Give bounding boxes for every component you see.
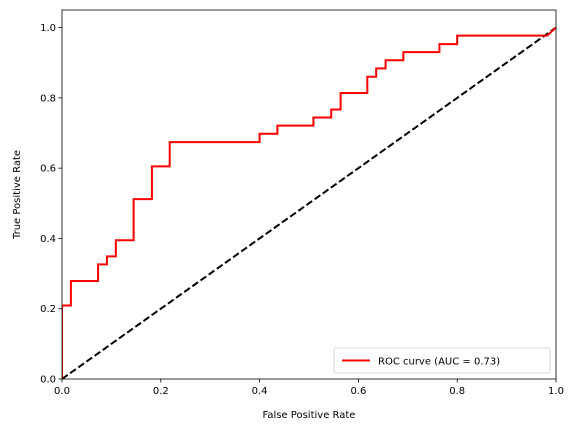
legend-label-roc: ROC curve (AUC = 0.73) bbox=[378, 357, 500, 368]
y-axis-title: True Positive Rate bbox=[12, 150, 23, 240]
chance-diagonal-line bbox=[62, 26, 556, 379]
y-tick-label: 0.0 bbox=[40, 375, 56, 386]
y-tick-label: 1.0 bbox=[40, 23, 56, 34]
legend-box bbox=[333, 347, 551, 374]
x-axis: 0.0 0.2 0.4 0.6 0.8 1.0 bbox=[54, 379, 564, 397]
y-axis: 0.0 0.2 0.4 0.6 0.8 1.0 bbox=[40, 23, 62, 386]
axes-frame bbox=[61, 9, 557, 380]
x-tick-label: 0.6 bbox=[350, 386, 366, 397]
x-tick-label: 1.0 bbox=[548, 386, 564, 397]
x-tick-label: 0.4 bbox=[252, 386, 268, 397]
legend: ROC curve (AUC = 0.73) bbox=[333, 347, 551, 374]
plot-area bbox=[62, 26, 556, 379]
roc-curve-line bbox=[62, 26, 556, 379]
y-tick-label: 0.2 bbox=[40, 304, 56, 315]
y-tick-label: 0.6 bbox=[40, 164, 56, 175]
y-tick-label: 0.8 bbox=[40, 93, 56, 104]
x-tick-label: 0.0 bbox=[54, 386, 70, 397]
x-tick-label: 0.8 bbox=[449, 386, 465, 397]
x-axis-title: False Positive Rate bbox=[263, 410, 356, 421]
y-tick-label: 0.4 bbox=[40, 234, 56, 245]
x-tick-label: 0.2 bbox=[153, 386, 169, 397]
